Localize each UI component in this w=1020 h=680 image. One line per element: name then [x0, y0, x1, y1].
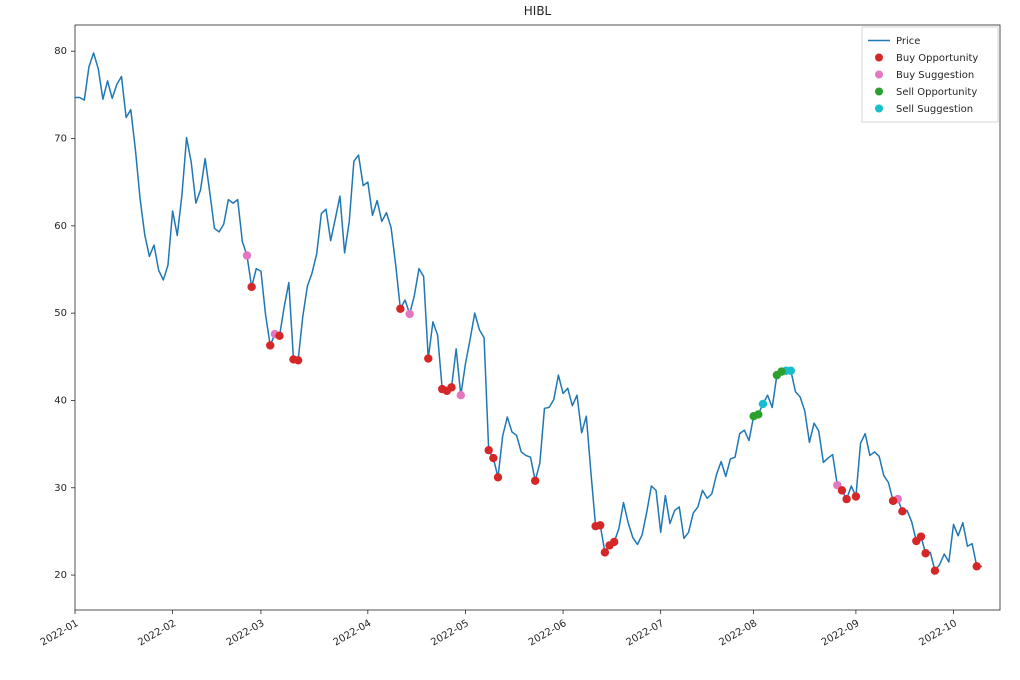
buy-opportunity-marker: [838, 486, 846, 494]
buy-opportunity-marker: [917, 532, 925, 540]
buy-opportunity-marker: [921, 549, 929, 557]
buy-opportunity-marker: [275, 332, 283, 340]
ytick-label: 60: [54, 221, 67, 232]
buy-opportunity-marker: [447, 383, 455, 391]
buy-opportunity-marker: [852, 492, 860, 500]
sell-opportunity-marker: [754, 410, 762, 418]
legend-label: Buy Opportunity: [896, 53, 978, 64]
legend-sample-marker: [875, 105, 883, 113]
legend-label: Buy Suggestion: [896, 70, 974, 81]
buy-opportunity-marker: [396, 305, 404, 313]
legend-label: Sell Suggestion: [896, 104, 973, 115]
buy-suggestion-marker: [243, 251, 251, 259]
chart-title: HIBL: [524, 4, 552, 18]
buy-opportunity-marker: [266, 341, 274, 349]
buy-opportunity-marker: [484, 446, 492, 454]
buy-opportunity-marker: [610, 538, 618, 546]
legend-label: Sell Opportunity: [896, 87, 977, 98]
ytick-label: 80: [54, 46, 67, 57]
buy-opportunity-marker: [247, 283, 255, 291]
buy-suggestion-marker: [405, 310, 413, 318]
buy-opportunity-marker: [489, 454, 497, 462]
ytick-label: 40: [54, 395, 67, 406]
legend-sample-marker: [875, 54, 883, 62]
buy-opportunity-marker: [889, 497, 897, 505]
sell-opportunity-marker: [777, 367, 785, 375]
chart-svg: HIBL203040506070802022-012022-022022-032…: [0, 0, 1020, 680]
legend-label: Price: [896, 36, 920, 47]
buy-opportunity-marker: [601, 548, 609, 556]
buy-opportunity-marker: [494, 473, 502, 481]
ytick-label: 70: [54, 134, 67, 145]
buy-opportunity-marker: [424, 354, 432, 362]
buy-opportunity-marker: [531, 477, 539, 485]
chart-container: HIBL203040506070802022-012022-022022-032…: [0, 0, 1020, 680]
buy-suggestion-marker: [457, 391, 465, 399]
buy-opportunity-marker: [898, 507, 906, 515]
buy-opportunity-marker: [842, 495, 850, 503]
ytick-label: 50: [54, 308, 67, 319]
buy-opportunity-marker: [931, 567, 939, 575]
legend-sample-marker: [875, 71, 883, 79]
buy-opportunity-marker: [973, 562, 981, 570]
legend-sample-marker: [875, 88, 883, 96]
sell-suggestion-marker: [759, 400, 767, 408]
sell-suggestion-marker: [787, 367, 795, 375]
buy-opportunity-marker: [294, 356, 302, 364]
buy-opportunity-marker: [596, 521, 604, 529]
ytick-label: 20: [54, 570, 67, 581]
ytick-label: 30: [54, 483, 67, 494]
